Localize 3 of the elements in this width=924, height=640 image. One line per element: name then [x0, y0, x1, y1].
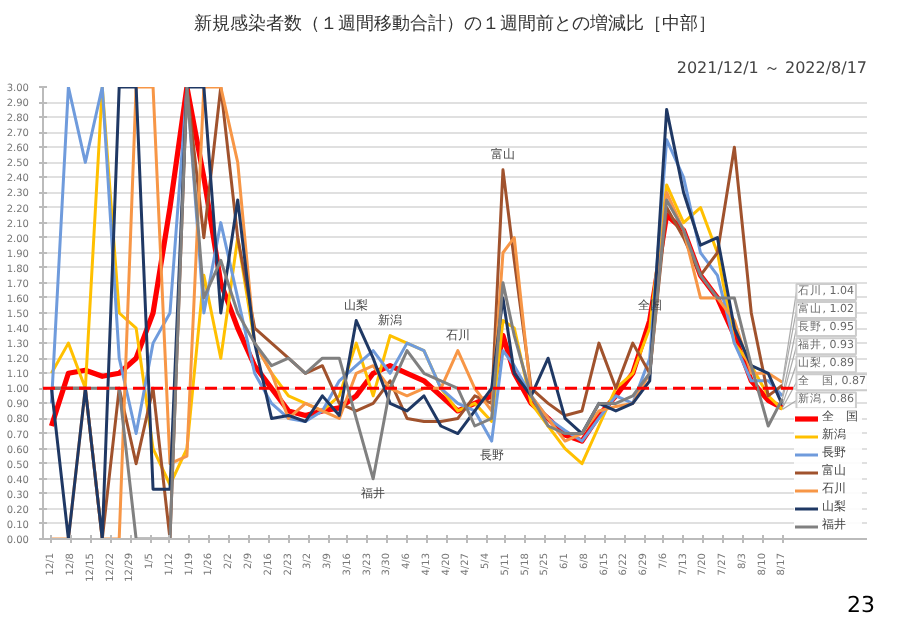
chart-subtitle: 2021/12/1 ～ 2022/8/17 [676, 59, 867, 77]
chart-title: 新規感染者数（１週間移動合計）の１週間前との増減比［中部］ [194, 13, 716, 35]
text: 23 [847, 592, 876, 618]
